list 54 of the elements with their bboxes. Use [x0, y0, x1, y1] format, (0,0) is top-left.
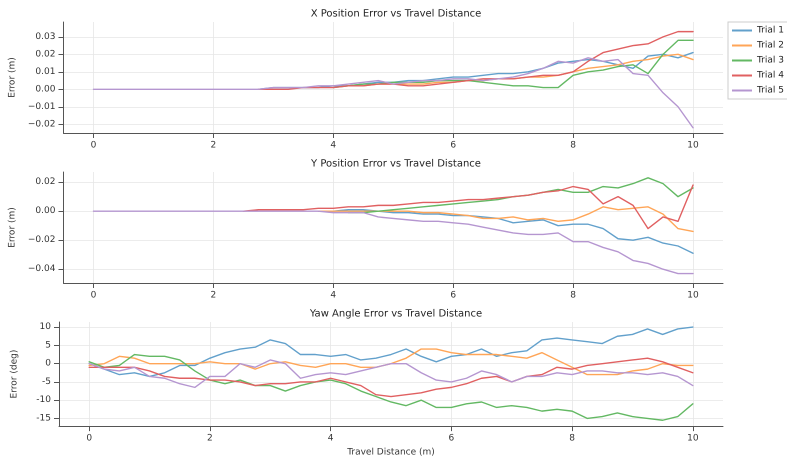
- legend-label: Trial 3: [756, 56, 784, 66]
- line-series: [88, 354, 694, 421]
- x-tick-label: 6: [450, 290, 456, 300]
- legend-label: Trial 4: [756, 70, 784, 80]
- x-tick-label: 10: [687, 290, 700, 300]
- x-tick-label: 8: [570, 140, 576, 150]
- y-tick-label: −0.02: [28, 119, 56, 130]
- y-tick-label: −0.02: [28, 235, 56, 246]
- y-tick-label: 0.03: [35, 32, 56, 42]
- y-tick-label: 0.02: [35, 49, 56, 60]
- y-tick-label: -10: [36, 395, 52, 406]
- y-tick-label: 0.00: [35, 84, 56, 94]
- y-tick-label: 0.02: [35, 177, 56, 188]
- legend-label: Trial 1: [756, 26, 784, 36]
- y-tick-label: 5: [45, 340, 51, 350]
- chart-title: X Position Error vs Travel Distance: [310, 8, 482, 20]
- chart-title: Y Position Error vs Travel Distance: [310, 158, 481, 170]
- line-series: [88, 359, 694, 388]
- y-axis-title: Error (deg): [10, 350, 20, 398]
- legend-label: Trial 2: [756, 40, 784, 50]
- y-axis-title: Error (m): [8, 57, 18, 98]
- x-tick-label: 2: [207, 434, 213, 444]
- x-tick-label: 6: [448, 434, 454, 444]
- line-series: [88, 348, 694, 376]
- x-axis-title: Travel Distance (m): [346, 448, 435, 458]
- x-tick-label: 0: [90, 290, 97, 300]
- y-tick-label: 10: [40, 322, 52, 332]
- x-tick-label: 0: [86, 434, 92, 444]
- y-axis-title: Error (m): [8, 207, 18, 248]
- y-tick-label: −0.01: [28, 102, 56, 112]
- y-tick-label: -5: [42, 376, 51, 387]
- x-tick-label: 2: [210, 290, 216, 300]
- x-tick-label: 2: [210, 140, 216, 150]
- x-tick-label: 8: [570, 290, 576, 300]
- x-tick-label: 4: [330, 140, 336, 150]
- y-tick-label: 0.00: [35, 206, 56, 216]
- x-tick-label: 10: [687, 434, 699, 444]
- line-series: [92, 57, 694, 128]
- x-tick-label: 4: [330, 290, 336, 300]
- y-tick-label: −0.04: [28, 264, 56, 274]
- y-tick-label: 0.01: [35, 66, 56, 77]
- line-series: [258, 30, 694, 90]
- x-tick-label: 0: [90, 140, 97, 150]
- line-series: [88, 357, 694, 398]
- legend-label: Trial 5: [756, 86, 784, 96]
- x-tick-label: 4: [328, 434, 334, 444]
- line-series: [242, 184, 694, 230]
- chart-title: Yaw Angle Error vs Travel Distance: [308, 308, 482, 320]
- x-tick-label: 10: [687, 140, 700, 150]
- y-tick-label: -15: [36, 413, 51, 424]
- line-series: [92, 210, 694, 274]
- x-tick-label: 8: [569, 434, 576, 444]
- y-tick-label: 0: [45, 358, 52, 369]
- x-tick-label: 6: [450, 140, 456, 150]
